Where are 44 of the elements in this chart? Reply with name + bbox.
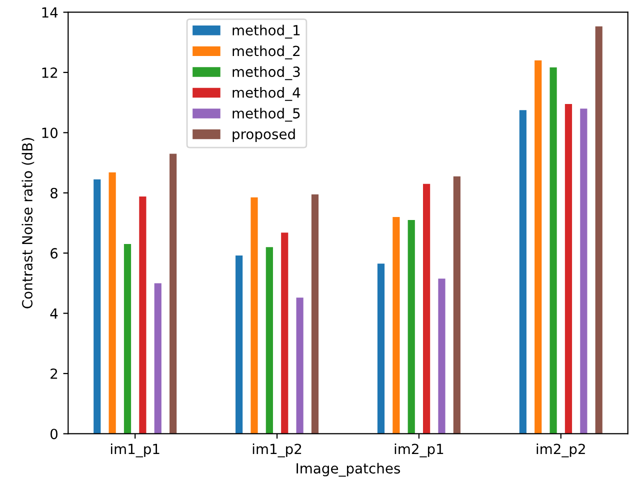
legend-label: method_2 xyxy=(232,46,300,60)
legend-label: method_1 xyxy=(232,24,300,39)
bar xyxy=(236,256,243,434)
y-tick-label: 12 xyxy=(42,67,58,78)
y-tick-label: 6 xyxy=(50,248,58,259)
bar xyxy=(124,244,132,434)
y-tick-label: 2 xyxy=(50,368,58,379)
bar xyxy=(281,232,288,434)
x-tick-label: im1_p1 xyxy=(111,443,160,458)
bar xyxy=(108,172,116,434)
bar xyxy=(377,264,385,434)
bar xyxy=(266,247,273,434)
bar xyxy=(154,283,162,434)
bar xyxy=(550,67,557,434)
bar xyxy=(519,110,526,434)
bar xyxy=(564,104,572,434)
bar xyxy=(296,298,304,434)
y-tick-label: 14 xyxy=(42,7,58,18)
x-tick-label: im2_p1 xyxy=(394,443,444,458)
legend-label: method_3 xyxy=(232,66,300,80)
x-tick-label: im1_p2 xyxy=(252,443,302,458)
bar xyxy=(423,184,430,434)
legend-label: method_5 xyxy=(232,108,300,122)
y-tick-label: 4 xyxy=(50,308,58,319)
y-axis-title: Contrast Noise ratio (dB) xyxy=(22,138,34,308)
bar xyxy=(170,154,177,434)
y-tick-label: 10 xyxy=(42,128,58,138)
legend-label: proposed xyxy=(232,128,295,142)
x-tick-label: im2_p2 xyxy=(536,443,585,458)
bar xyxy=(392,216,400,434)
bar xyxy=(534,60,542,434)
bar xyxy=(580,108,588,434)
bar xyxy=(94,179,101,434)
bar xyxy=(408,220,415,434)
bar xyxy=(250,197,258,434)
legend-label: method_4 xyxy=(232,87,300,101)
bar xyxy=(139,196,146,434)
y-tick-label: 8 xyxy=(50,188,58,198)
bar xyxy=(438,278,446,434)
bar xyxy=(595,26,602,434)
bar xyxy=(311,194,319,434)
y-tick-label: 0 xyxy=(50,428,58,440)
bar xyxy=(453,176,460,434)
x-axis-title: Image_patches xyxy=(296,462,400,477)
